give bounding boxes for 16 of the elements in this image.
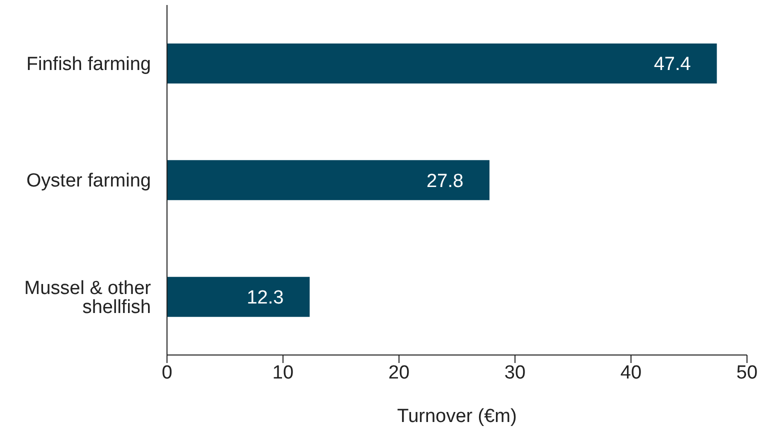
y-tick-label: Mussel & other shellfish: [24, 278, 152, 318]
x-tick-label: 50: [736, 362, 758, 384]
data-label: 47.4: [654, 54, 692, 76]
x-axis-title: Turnover (€m): [397, 406, 517, 427]
data-label: 12.3: [246, 288, 284, 309]
x-tick-label: 10: [272, 362, 294, 384]
x-tick-label: 40: [620, 362, 642, 384]
x-tick-label: 20: [388, 362, 410, 384]
y-tick-label: Oyster farming: [26, 170, 151, 192]
x-tick-label: 0: [162, 362, 172, 384]
y-tick-label: Finfish farming: [26, 54, 151, 76]
bar: [167, 160, 490, 200]
bar: [167, 276, 310, 317]
bar: [167, 44, 717, 84]
data-label: 27.8: [426, 170, 464, 192]
x-tick-label: 30: [504, 362, 526, 384]
